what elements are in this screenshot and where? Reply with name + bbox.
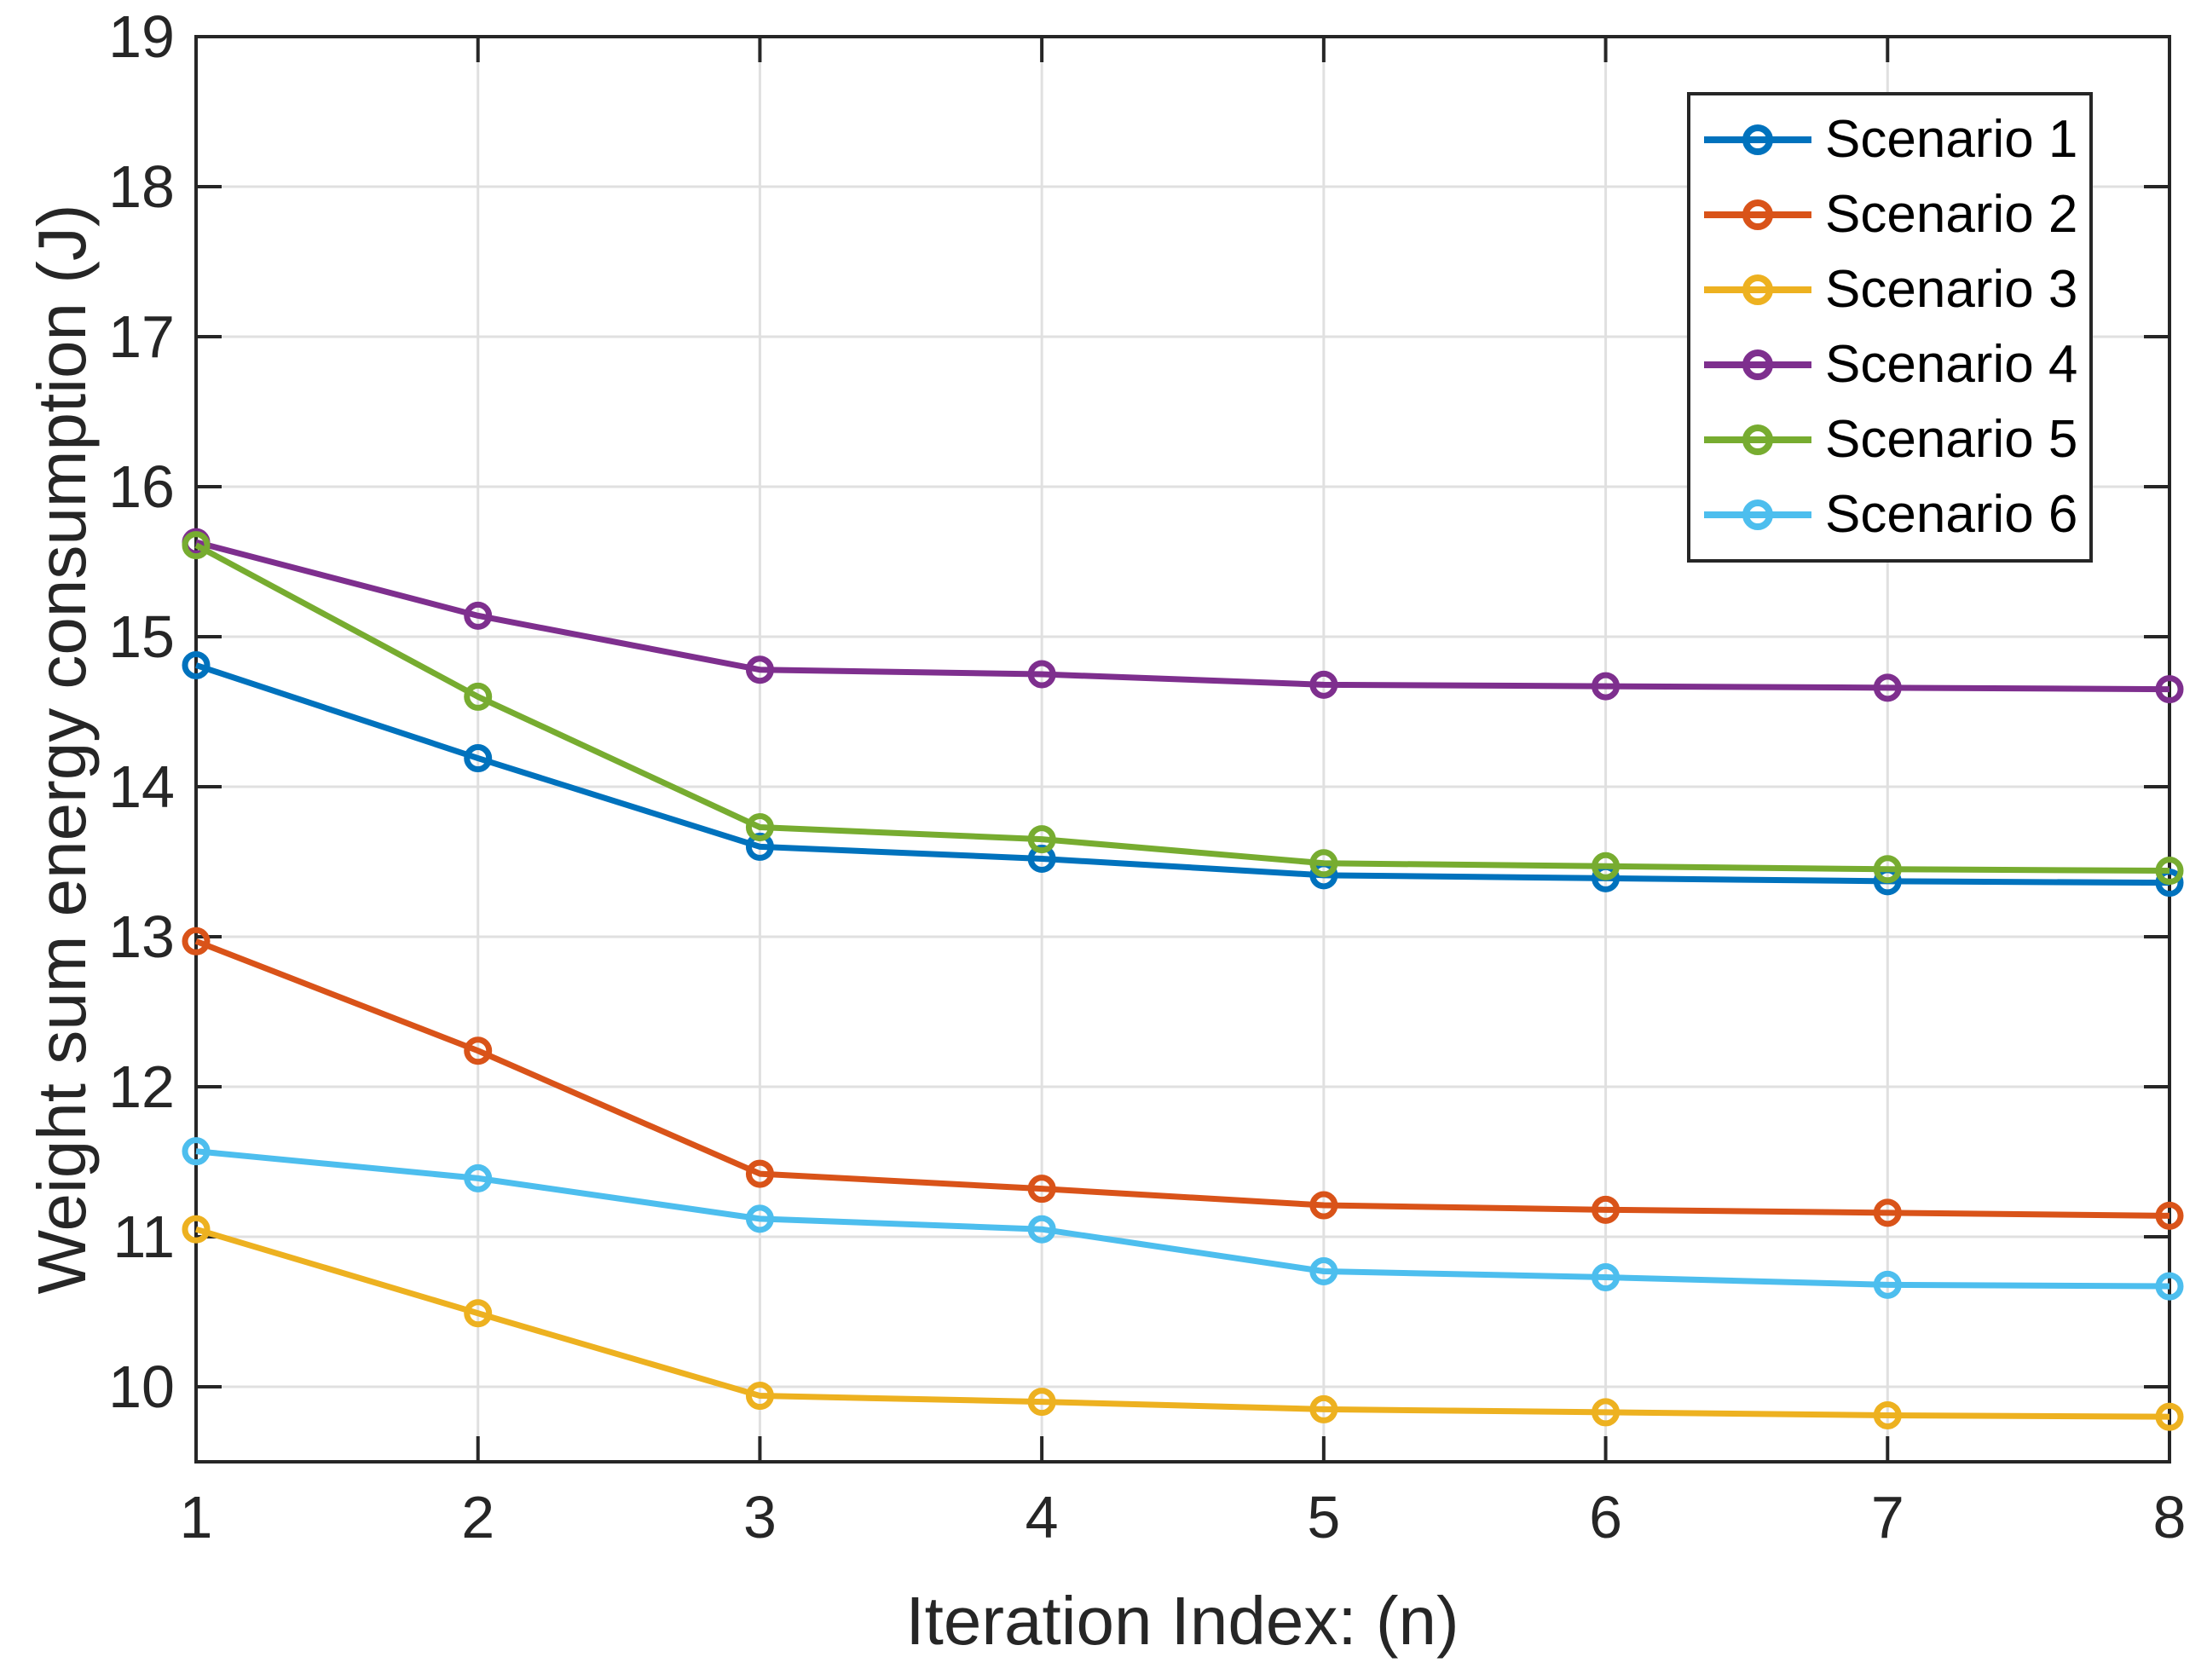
legend-item-scenario-3: Scenario 3 <box>1702 252 2089 327</box>
series-marker-scenario-6-x5 <box>1309 1256 1338 1285</box>
series-marker-scenario-6-x1 <box>182 1137 211 1166</box>
y-tick-label-16: 16 <box>108 453 175 520</box>
x-tick-label-3: 3 <box>742 1484 777 1550</box>
series-marker-scenario-6-x2 <box>464 1163 493 1192</box>
series-marker-scenario-3-x4 <box>1027 1388 1056 1417</box>
legend-sample-marker <box>1742 274 1773 305</box>
legend-item-scenario-4: Scenario 4 <box>1702 327 2089 402</box>
series-line-scenario-6 <box>195 1148 2170 1290</box>
legend-item-scenario-1: Scenario 1 <box>1702 102 2089 177</box>
series-marker-scenario-5-x6 <box>1592 852 1621 880</box>
series-marker-scenario-1-x8 <box>2155 869 2184 898</box>
series-marker-scenario-3-x7 <box>1873 1400 1902 1429</box>
legend-sample-marker <box>1742 499 1773 530</box>
legend-line-sample-scenario-5 <box>1704 424 1811 455</box>
series-marker-scenario-4-x4 <box>1027 660 1056 689</box>
legend-item-label: Scenario 3 <box>1825 260 2078 319</box>
series-line-scenario-1 <box>194 662 2170 886</box>
legend-line-sample-scenario-2 <box>1704 199 1811 230</box>
series-marker-scenario-6-x8 <box>2155 1272 2184 1301</box>
y-tick-label-19: 19 <box>108 3 175 70</box>
series-marker-scenario-5-x3 <box>745 813 774 842</box>
series-line-scenario-3 <box>195 1226 2170 1420</box>
legend-sample-marker <box>1742 124 1773 155</box>
legend-line-sample-scenario-3 <box>1704 274 1811 305</box>
series-marker-scenario-2-x4 <box>1027 1175 1056 1204</box>
legend-item-scenario-6: Scenario 6 <box>1702 477 2089 552</box>
x-tick-label-5: 5 <box>1307 1484 1341 1550</box>
series-marker-scenario-6-x4 <box>1027 1215 1056 1244</box>
legend-item-label: Scenario 4 <box>1825 335 2078 394</box>
series-marker-scenario-4-x6 <box>1592 672 1621 701</box>
series-line-scenario-5 <box>194 542 2170 875</box>
y-tick-label-17: 17 <box>108 303 175 370</box>
series-marker-scenario-4-x2 <box>464 601 493 630</box>
legend-line-sample-scenario-4 <box>1704 349 1811 380</box>
y-tick-label-11: 11 <box>113 1204 175 1270</box>
series-marker-scenario-2-x7 <box>1873 1198 1902 1227</box>
series-marker-scenario-4-x7 <box>1873 673 1902 702</box>
legend: Scenario 1 Scenario 2 Scenario 3 Scenario 4… <box>1687 92 2093 563</box>
series-marker-scenario-6-x3 <box>745 1204 774 1233</box>
x-tick-label-6: 6 <box>1589 1484 1623 1550</box>
legend-item-label: Scenario 6 <box>1825 485 2078 544</box>
series-marker-scenario-2-x3 <box>745 1159 774 1188</box>
legend-sample-marker <box>1742 199 1773 230</box>
legend-sample-marker <box>1742 424 1773 455</box>
series-marker-scenario-4-x3 <box>745 655 774 684</box>
x-tick-label-4: 4 <box>1025 1484 1059 1550</box>
legend-item-label: Scenario 1 <box>1825 110 2078 169</box>
legend-line-sample-scenario-1 <box>1704 124 1811 155</box>
series-line-scenario-4 <box>195 539 2170 693</box>
legend-item-scenario-5: Scenario 5 <box>1702 402 2089 477</box>
series-marker-scenario-4-x5 <box>1309 670 1338 699</box>
series-marker-scenario-4-x8 <box>2155 675 2184 704</box>
series-marker-scenario-3-x8 <box>2155 1402 2184 1431</box>
series-marker-scenario-6-x7 <box>1873 1270 1902 1299</box>
series-marker-scenario-2-x5 <box>1309 1191 1338 1220</box>
y-tick-label-18: 18 <box>108 153 175 220</box>
legend-sample-marker <box>1742 349 1773 380</box>
series-marker-scenario-1-x1 <box>182 650 211 679</box>
x-tick-label-2: 2 <box>461 1484 495 1550</box>
series-marker-scenario-2-x2 <box>464 1036 493 1065</box>
series-marker-scenario-3-x3 <box>745 1382 774 1411</box>
series-marker-scenario-5-x1 <box>182 531 211 560</box>
y-tick-label-14: 14 <box>108 753 175 820</box>
x-axis-label: Iteration Index: (n) <box>905 1583 1459 1659</box>
series-line-scenario-2 <box>194 938 2170 1219</box>
series-marker-scenario-5-x8 <box>2155 857 2184 886</box>
series-marker-scenario-3-x2 <box>464 1299 493 1328</box>
x-tick-label-8: 8 <box>2152 1484 2187 1550</box>
plot-border <box>194 35 2171 1464</box>
y-tick-label-15: 15 <box>108 603 175 670</box>
series-marker-scenario-5-x7 <box>1873 855 1902 884</box>
series-marker-scenario-1-x2 <box>464 744 493 773</box>
series-marker-scenario-3-x6 <box>1592 1398 1621 1427</box>
series-marker-scenario-3-x5 <box>1309 1394 1338 1423</box>
legend-line-sample-scenario-6 <box>1704 499 1811 530</box>
x-tick-label-1: 1 <box>179 1484 213 1550</box>
series-marker-scenario-6-x6 <box>1592 1263 1621 1292</box>
series-marker-scenario-2-x8 <box>2155 1201 2184 1230</box>
legend-item-label: Scenario 5 <box>1825 410 2078 469</box>
x-tick-label-7: 7 <box>1870 1484 1904 1550</box>
legend-item-scenario-2: Scenario 2 <box>1702 177 2089 252</box>
series-marker-scenario-5-x4 <box>1027 825 1056 854</box>
y-tick-label-13: 13 <box>108 904 175 970</box>
series-marker-scenario-5-x2 <box>464 682 493 711</box>
series-marker-scenario-2-x1 <box>182 927 211 955</box>
series-marker-scenario-2-x6 <box>1592 1195 1621 1224</box>
legend-item-label: Scenario 2 <box>1825 185 2078 244</box>
y-tick-label-10: 10 <box>108 1354 175 1420</box>
series-marker-scenario-5-x5 <box>1309 849 1338 878</box>
series-marker-scenario-3-x1 <box>182 1215 211 1244</box>
y-tick-label-12: 12 <box>108 1054 175 1120</box>
